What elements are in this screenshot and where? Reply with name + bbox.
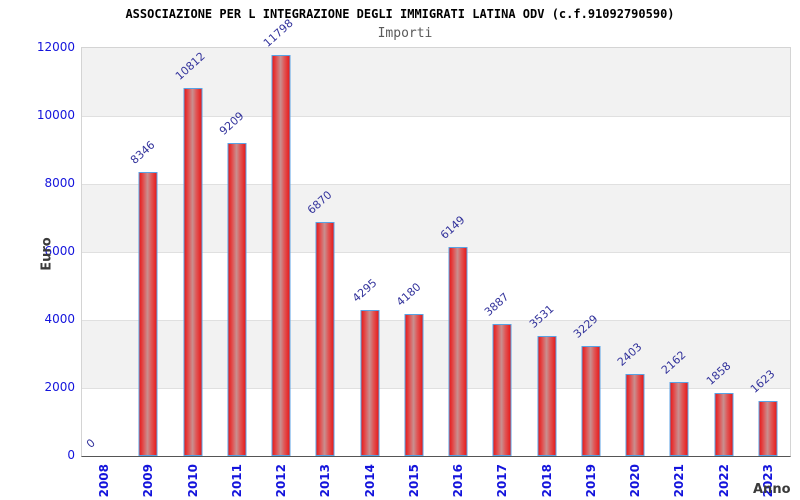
bar [714, 393, 734, 456]
bars-row: 0 2008 8346 2009 10812 2010 9209 2011 11798 2012 6… [82, 17, 790, 498]
x-tick-label: 2020 [628, 464, 643, 498]
bar-slot: 10812 2010 [171, 48, 215, 498]
gridlines [82, 48, 790, 456]
y-tick-label: 2000 [44, 380, 75, 394]
bar-slot: 6870 2013 [303, 48, 347, 497]
x-tick-label: 2018 [539, 464, 554, 498]
bar-value-label: 6149 [438, 213, 468, 242]
bar-value-label: 3887 [482, 290, 512, 319]
bar [448, 247, 468, 456]
bar-slot: 1858 2022 [702, 48, 746, 497]
bar-value-label: 9209 [216, 109, 247, 138]
bar-value-label: 1623 [747, 367, 778, 396]
bar-slot: 2162 2021 [657, 48, 701, 497]
gridline [82, 320, 790, 321]
plot-area: 0 2008 8346 2009 10812 2010 9209 2011 11798 2012 6… [81, 17, 791, 498]
bar-slot: 1623 2023 [746, 48, 790, 497]
bar [581, 346, 601, 456]
x-tick-label: 2013 [318, 464, 333, 498]
x-tick-label: 2015 [406, 464, 421, 498]
bar-value-label: 0 [84, 436, 98, 451]
bar-value-label: 2403 [615, 340, 645, 369]
bar-slot: 3887 2017 [480, 48, 524, 497]
x-tick-label: 2022 [716, 464, 731, 498]
bar [183, 88, 203, 456]
bar-value-label: 10812 [172, 49, 208, 83]
x-tick-label: 2017 [495, 464, 510, 498]
bar-slot: 11798 2012 [259, 17, 303, 498]
chart-title: ASSOCIAZIONE PER L INTEGRAZIONE DEGLI IM… [125, 7, 675, 21]
bar [492, 324, 512, 456]
y-tick-label: 10000 [36, 108, 75, 122]
y-tick-label: 4000 [44, 312, 75, 326]
gridline [82, 184, 790, 185]
y-tick-label: 0 [67, 448, 75, 462]
bar-value-label: 4180 [393, 280, 424, 309]
bar-value-label: 3229 [570, 312, 601, 341]
y-tick-label: 12000 [36, 40, 75, 54]
y-tick-label: 6000 [44, 244, 75, 258]
bar-slot: 2403 2020 [613, 48, 657, 497]
x-axis-title: Anno [753, 482, 791, 497]
x-tick-label: 2008 [97, 464, 112, 498]
bar [625, 374, 645, 456]
bar-slot: 9209 2011 [215, 48, 259, 497]
bar-slot: 6149 2016 [436, 48, 480, 497]
bar-slot: 0 2008 [82, 48, 126, 497]
bar-value-label: 2162 [659, 348, 689, 377]
chart-subtitle: Importi [377, 26, 433, 41]
bar-slot: 3229 2019 [569, 48, 613, 497]
bar [271, 55, 291, 456]
bar-slot: 4180 2015 [392, 48, 436, 497]
bar-value-label: 8346 [128, 138, 158, 167]
y-tick-label: 8000 [44, 176, 75, 190]
bar-slot: 3531 2018 [525, 48, 569, 497]
x-tick-label: 2014 [362, 464, 377, 498]
bar [537, 336, 557, 456]
x-tick-label: 2012 [274, 464, 289, 498]
x-tick-label: 2010 [185, 464, 200, 498]
bar-value-label: 3531 [526, 302, 557, 331]
bar [227, 143, 247, 456]
x-tick-label: 2016 [451, 464, 466, 498]
bar-slot: 4295 2014 [348, 48, 392, 497]
bar-value-label: 1858 [703, 359, 734, 388]
bar [138, 172, 158, 456]
bar [669, 382, 689, 456]
bar [404, 314, 424, 456]
bar [315, 222, 335, 456]
x-tick-label: 2011 [229, 464, 244, 498]
gridline [82, 252, 790, 253]
x-tick-label: 2021 [672, 464, 687, 498]
bar-slot: 8346 2009 [126, 48, 170, 497]
bar [758, 401, 778, 456]
gridline [82, 116, 790, 117]
bar-value-label: 4295 [349, 276, 380, 305]
x-tick-label: 2019 [583, 464, 598, 498]
y-axis-title: Euro [39, 237, 55, 271]
x-tick-label: 2009 [141, 464, 156, 498]
gridline [82, 388, 790, 389]
bar-value-label: 6870 [305, 188, 335, 217]
bar [360, 310, 380, 456]
